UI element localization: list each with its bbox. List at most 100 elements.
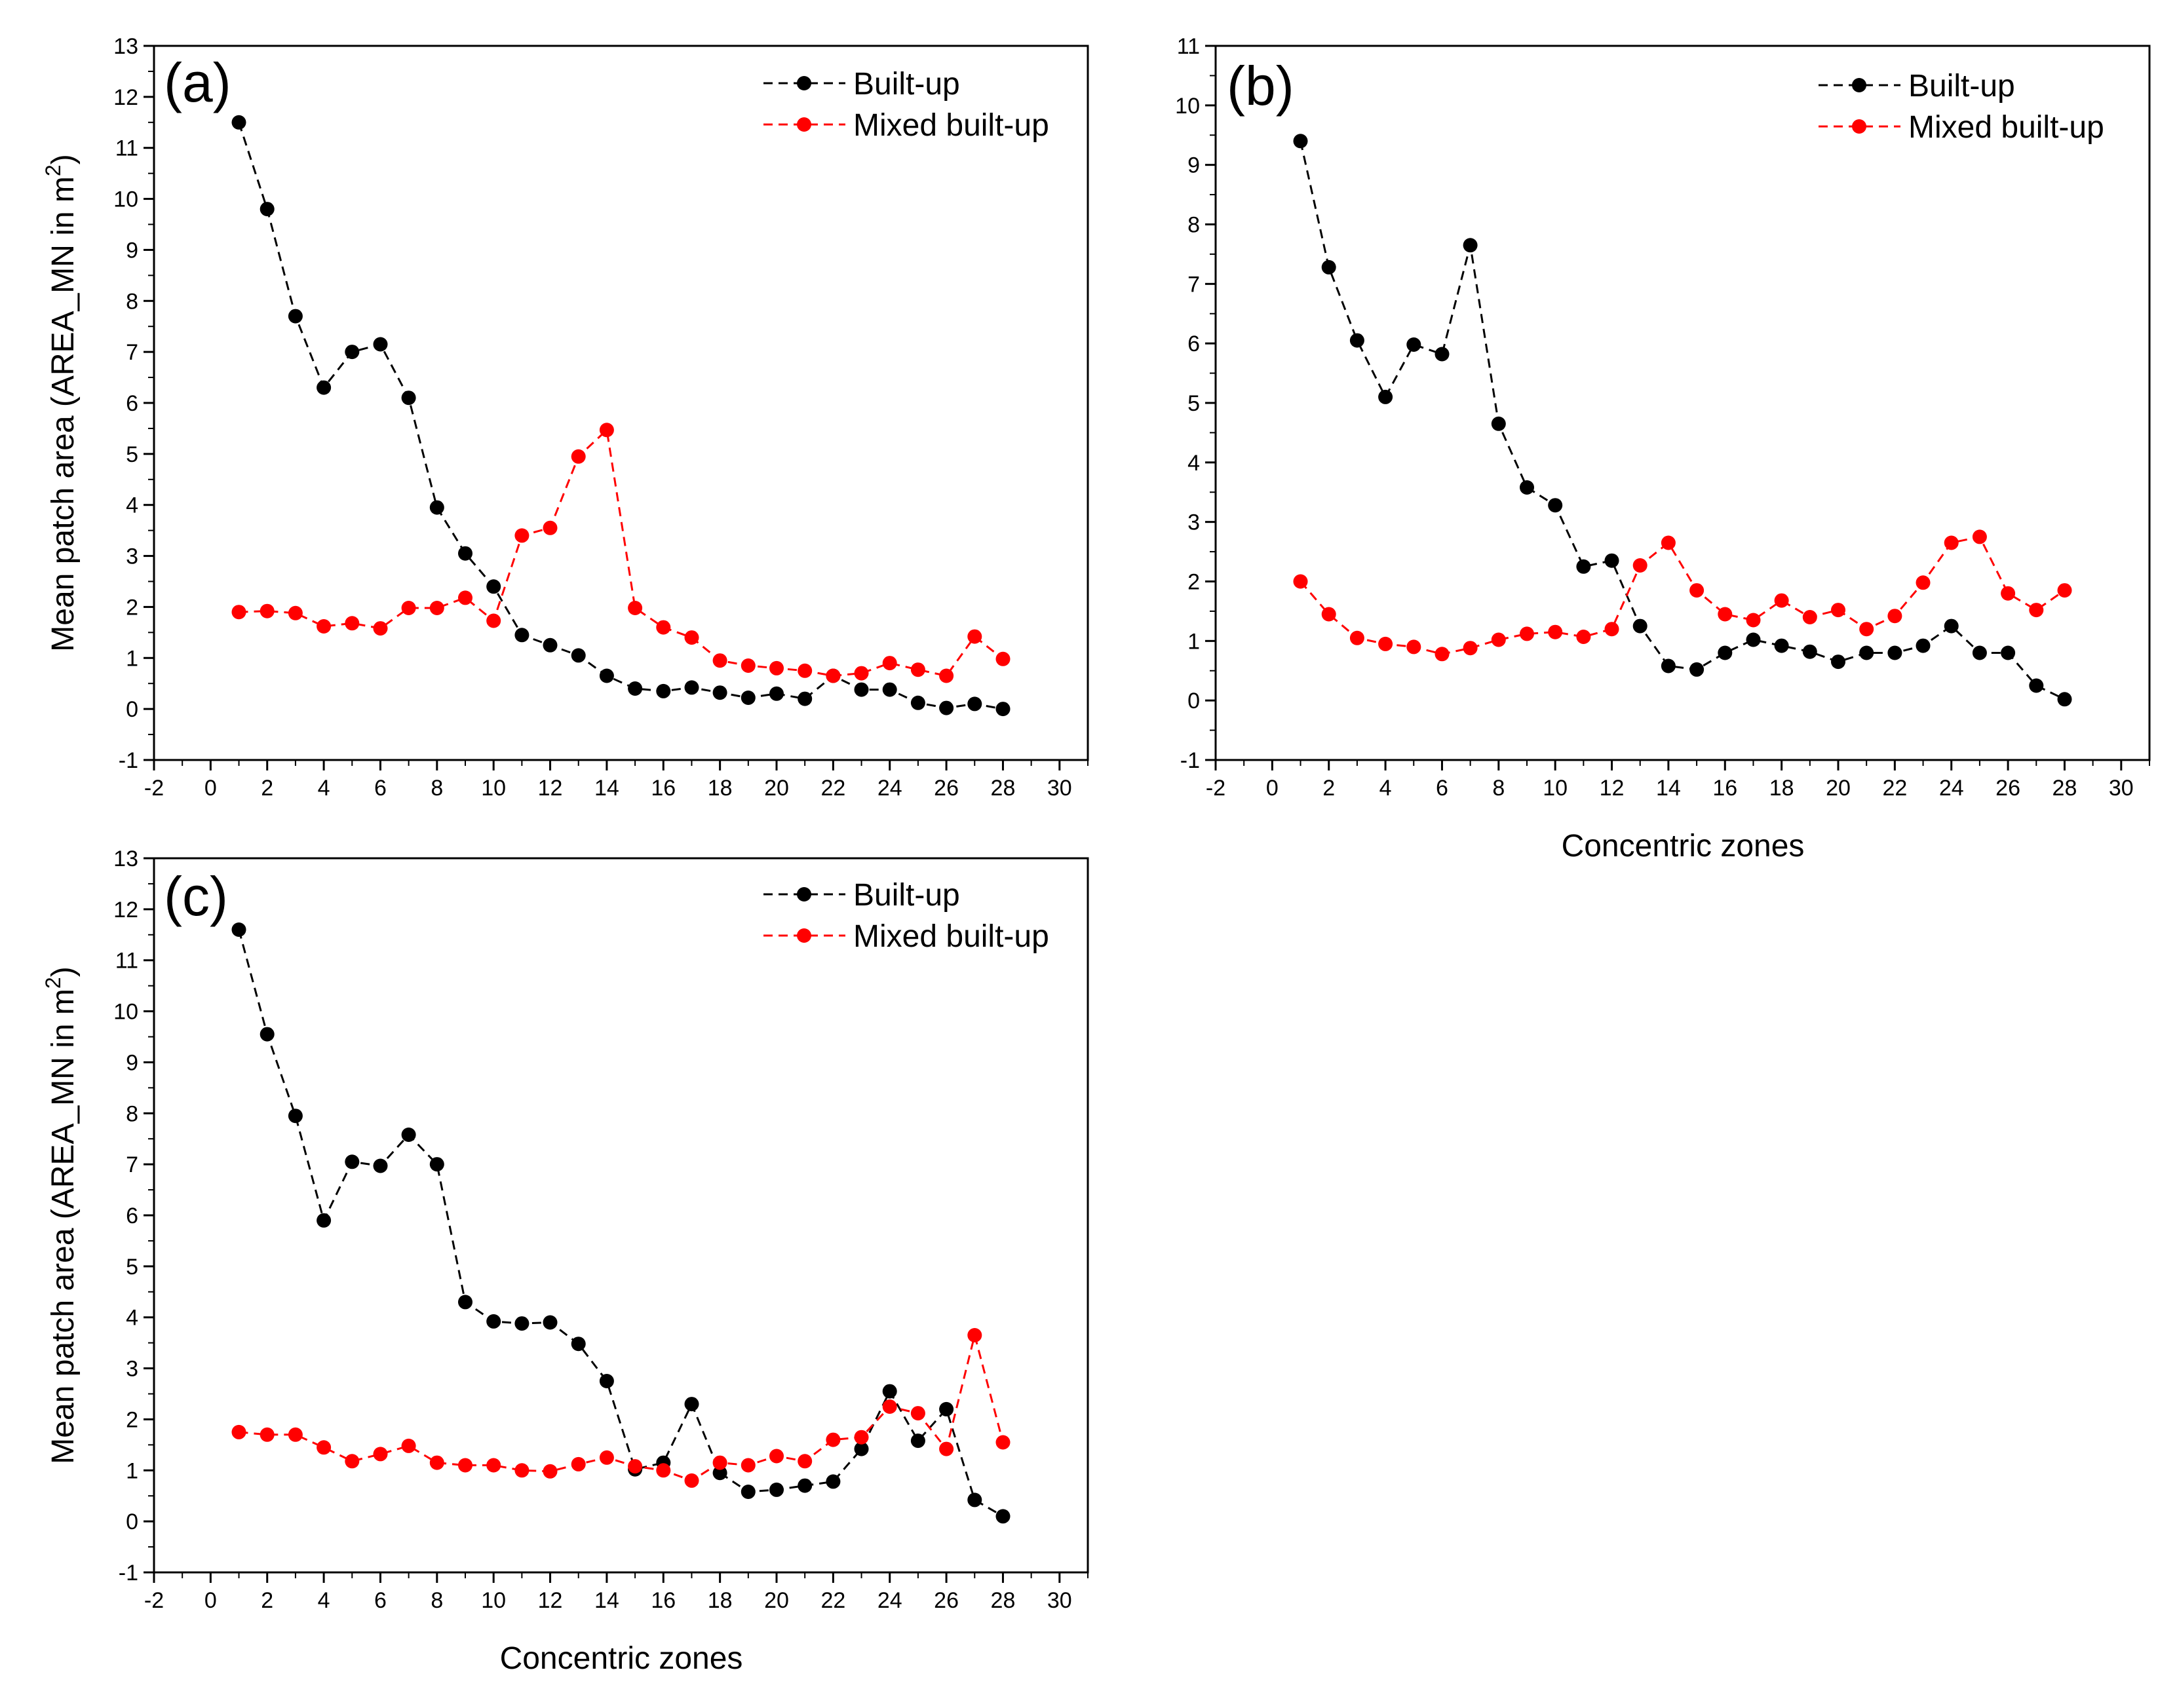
data-point-built-up — [1293, 134, 1308, 149]
panel-label: (b) — [1227, 55, 1294, 117]
legend-marker-mixed — [797, 117, 811, 132]
y-tick-label: 7 — [1187, 272, 1200, 297]
x-tick-label: 0 — [204, 776, 217, 801]
data-point-mixed-built-up — [1831, 603, 1845, 618]
x-tick-label: 30 — [2109, 776, 2134, 801]
y-tick-label: 5 — [126, 1255, 138, 1280]
data-point-mixed-built-up — [684, 630, 699, 645]
x-tick-label: -2 — [144, 776, 164, 801]
data-point-built-up — [1802, 644, 1817, 659]
data-point-built-up — [712, 1466, 727, 1481]
plot-frame — [153, 857, 1089, 1574]
data-point-built-up — [741, 1485, 756, 1499]
data-point-mixed-built-up — [1406, 639, 1421, 655]
data-point-built-up — [1972, 645, 1987, 660]
y-tick-label: -1 — [119, 748, 138, 773]
data-point-mixed-built-up — [543, 520, 558, 535]
data-point-mixed-built-up — [514, 1463, 530, 1478]
x-tick-label: 12 — [1600, 776, 1625, 801]
data-point-built-up — [798, 1478, 813, 1493]
data-point-mixed-built-up — [599, 1450, 614, 1465]
data-point-built-up — [1604, 553, 1619, 568]
data-point-built-up — [1944, 618, 1959, 634]
data-point-mixed-built-up — [995, 1435, 1011, 1450]
data-point-built-up — [1548, 498, 1563, 513]
data-point-mixed-built-up — [1576, 630, 1591, 644]
y-tick-label: 6 — [126, 1204, 138, 1228]
data-point-built-up — [1831, 655, 1845, 670]
data-point-mixed-built-up — [628, 1459, 643, 1474]
data-point-mixed-built-up — [571, 1456, 586, 1471]
data-point-built-up — [317, 1213, 332, 1228]
data-point-built-up — [429, 1157, 444, 1172]
panel-label: (a) — [164, 52, 231, 113]
data-point-built-up — [1887, 645, 1902, 660]
series-line-built-up — [1300, 140, 2066, 700]
y-tick-label: 9 — [126, 238, 138, 263]
x-tick-label: 8 — [1492, 776, 1505, 801]
data-point-built-up — [1321, 259, 1336, 275]
x-tick-label: 22 — [820, 1588, 845, 1613]
data-point-built-up — [1916, 638, 1931, 653]
x-tick-label: 26 — [934, 776, 959, 801]
data-point-built-up — [769, 686, 784, 701]
data-point-built-up — [429, 500, 444, 515]
x-tick-label: 12 — [538, 776, 563, 801]
data-point-mixed-built-up — [826, 1432, 841, 1447]
y-tick-label: 2 — [1187, 570, 1200, 595]
data-point-mixed-built-up — [1491, 632, 1506, 647]
y-tick-label: 3 — [126, 544, 138, 569]
data-point-built-up — [1349, 333, 1364, 348]
data-point-mixed-built-up — [1349, 630, 1364, 645]
y-axis-title-sup: 2 — [41, 977, 65, 989]
x-tick-label: 12 — [538, 1588, 563, 1613]
data-point-mixed-built-up — [1859, 622, 1874, 637]
data-point-built-up — [514, 628, 530, 643]
data-point-built-up — [967, 696, 982, 712]
data-point-mixed-built-up — [260, 603, 275, 618]
data-point-built-up — [543, 637, 558, 653]
data-point-built-up — [486, 579, 501, 594]
series-group — [231, 115, 1011, 717]
y-tick-label: 3 — [1187, 510, 1200, 535]
x-tick-label: 28 — [991, 1588, 1016, 1613]
data-point-mixed-built-up — [260, 1427, 275, 1442]
x-tick-label: 30 — [1047, 776, 1072, 801]
data-point-mixed-built-up — [373, 621, 388, 636]
y-tick-label: 11 — [115, 949, 138, 974]
x-tick-label: 18 — [1769, 776, 1794, 801]
data-point-mixed-built-up — [798, 1454, 813, 1469]
y-tick-label: -1 — [1180, 748, 1200, 773]
data-point-mixed-built-up — [656, 620, 671, 635]
data-point-built-up — [910, 695, 925, 710]
data-point-mixed-built-up — [231, 1424, 246, 1439]
data-point-built-up — [486, 1314, 501, 1329]
series-line-built-up — [238, 929, 1004, 1517]
data-point-mixed-built-up — [543, 1464, 558, 1479]
y-tick-label: 2 — [126, 595, 138, 620]
data-point-built-up — [373, 337, 388, 352]
legend: Built-up Mixed built-up — [1819, 69, 2104, 145]
data-point-built-up — [741, 691, 756, 705]
data-point-mixed-built-up — [1916, 575, 1931, 590]
data-point-mixed-built-up — [345, 1454, 360, 1469]
y-tick-label: 4 — [126, 1306, 138, 1331]
series-group — [1293, 134, 2072, 707]
panel-label: (c) — [164, 865, 228, 927]
data-point-mixed-built-up — [854, 1430, 869, 1445]
y-tick-label: 0 — [126, 1509, 138, 1534]
legend-label-built-up: Built-up — [1908, 69, 2015, 104]
data-point-built-up — [317, 380, 332, 395]
x-tick-label: -2 — [144, 1588, 164, 1613]
data-point-built-up — [345, 1154, 360, 1169]
legend-label-mixed: Mixed built-up — [853, 919, 1049, 954]
data-point-built-up — [995, 1509, 1011, 1524]
y-tick-label: 11 — [1177, 34, 1200, 59]
data-point-mixed-built-up — [2057, 583, 2072, 598]
data-point-built-up — [1435, 347, 1450, 362]
data-point-built-up — [1746, 632, 1761, 647]
y-tick-label: 13 — [113, 846, 138, 871]
